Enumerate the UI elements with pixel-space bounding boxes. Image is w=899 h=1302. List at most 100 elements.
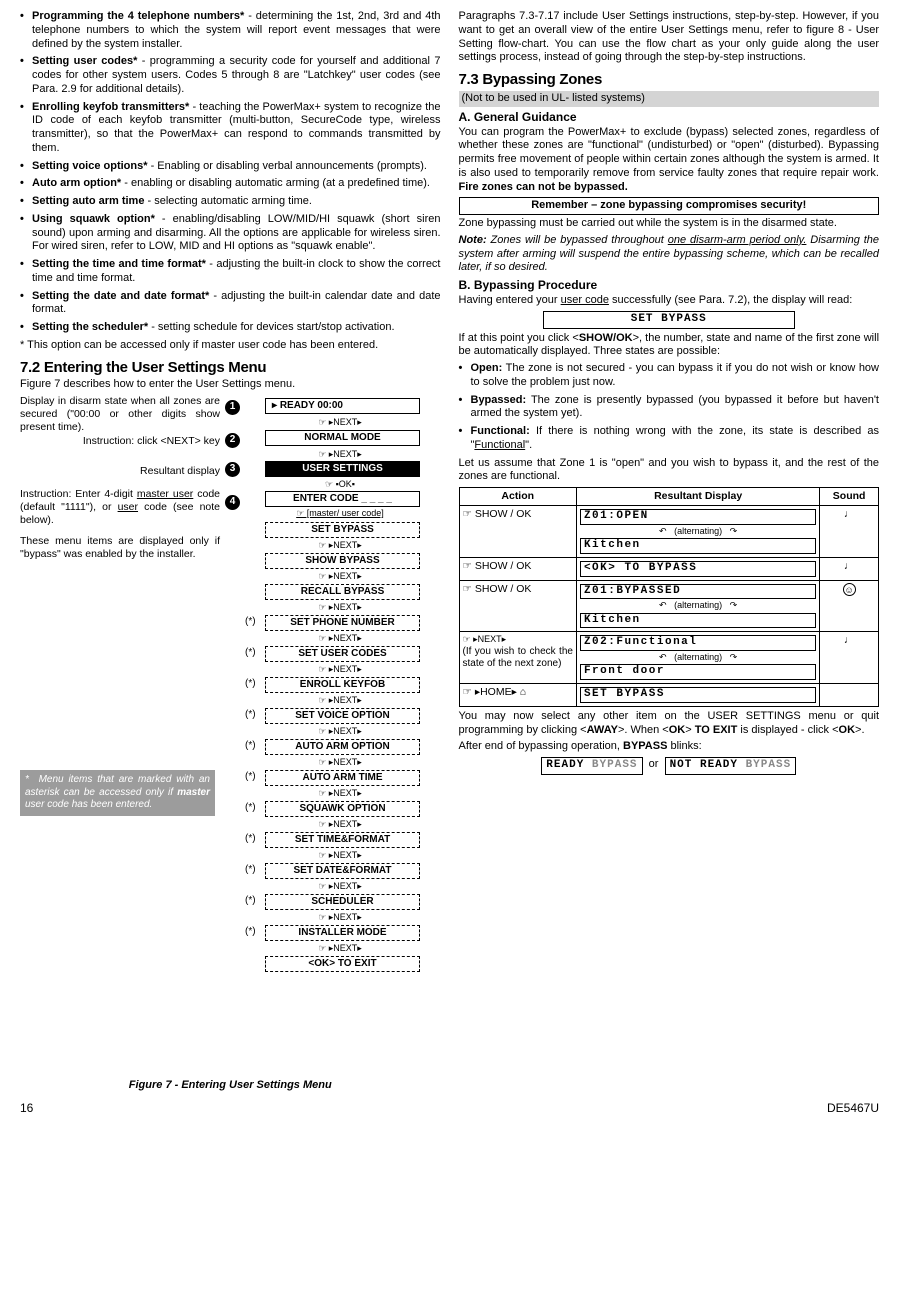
heading-B: B. Bypassing Procedure [459, 278, 880, 293]
arrow-next-7: ☞ ▸NEXT▸ [250, 602, 430, 613]
p-B-3: Let us assume that Zone 1 is "open" and … [459, 457, 880, 485]
options-list: Programming the 4 telephone numbers* - d… [20, 10, 441, 335]
node-squawk: SQUAWK OPTION [265, 801, 420, 817]
fig7-label-5: These menu items are displayed only if "… [20, 535, 220, 561]
page-footer: 16 DE5467U [20, 1101, 879, 1116]
opt-squawk: Using squawk option* - enabling/disablin… [20, 213, 441, 254]
alt-1: ↶ (alternating) ↷ [580, 526, 816, 537]
star-14: (*) [245, 802, 256, 815]
or-text: or [649, 758, 659, 770]
p-B-4: You may now select any other item on the… [459, 710, 880, 738]
node-autoarmtime: AUTO ARM TIME [265, 770, 420, 786]
disp-cell-3: Z01:BYPASSED ↶ (alternating) ↷ Kitchen [576, 580, 819, 632]
p-intro-right: Paragraphs 7.3-7.17 include User Setting… [459, 10, 880, 65]
node-voice: SET VOICE OPTION [265, 708, 420, 724]
alt-4: ↶ (alternating) ↷ [580, 652, 816, 663]
smile-icon: ☺ [843, 583, 856, 596]
disp-set-bypass-wrap: SET BYPASS [459, 311, 880, 329]
arrow-next-1: ☞ ▸NEXT▸ [250, 417, 430, 428]
node-usercodes: SET USER CODES [265, 646, 420, 662]
sound-1: ♩ [820, 506, 879, 558]
opt-keyfob: Enrolling keyfob transmitters* - teachin… [20, 101, 441, 156]
star-8: (*) [245, 616, 256, 629]
blink-row: READY BYPASS or NOT READY BYPASS [459, 757, 880, 775]
star-13: (*) [245, 771, 256, 784]
opt-phone: Programming the 4 telephone numbers* - d… [20, 10, 441, 51]
arrow-next-8: ☞ ▸NEXT▸ [250, 633, 430, 644]
node-entercode: ENTER CODE _ _ _ _ [265, 491, 420, 507]
sound-5 [820, 684, 879, 707]
arrow-next-10: ☞ ▸NEXT▸ [250, 695, 430, 706]
arrow-mastercode: ☞ [master/ user code] [250, 508, 430, 519]
node-ready: ▸ READY 00:00 [265, 398, 420, 414]
page-number: 16 [20, 1101, 33, 1116]
action-home: ☞ ▸HOME▸ ⌂ [459, 684, 576, 707]
arrow-next-12: ☞ ▸NEXT▸ [250, 757, 430, 768]
star-17: (*) [245, 895, 256, 908]
lcd-ready-bypass: READY BYPASS [541, 757, 642, 775]
doc-code: DE5467U [827, 1101, 879, 1116]
star-9: (*) [245, 647, 256, 660]
p-7-2-intro: Figure 7 describes how to enter the User… [20, 378, 441, 392]
star-10: (*) [245, 678, 256, 691]
node-usersettings: USER SETTINGS [265, 461, 420, 477]
node-timefmt: SET TIME&FORMAT [265, 832, 420, 848]
th-sound: Sound [820, 488, 879, 506]
heading-A: A. General Guidance [459, 110, 880, 125]
table-header-row: Action Resultant Display Sound [459, 488, 879, 506]
arrow-next-11: ☞ ▸NEXT▸ [250, 726, 430, 737]
action-show-2: ☞ SHOW / OK [459, 557, 576, 580]
step-1-icon: 1 [225, 400, 240, 415]
states-list: Open: The zone is not secured - you can … [459, 362, 880, 453]
heading-7-2: 7.2 Entering the User Settings Menu [20, 359, 441, 378]
table-row: ☞ ▸HOME▸ ⌂ SET BYPASS [459, 684, 879, 707]
sound-3: ☺ [820, 580, 879, 632]
note-A: Note: Zones will be bypassed throughout … [459, 234, 880, 275]
lcd-frontdoor: Front door [580, 664, 816, 680]
sound-4: ♩ [820, 632, 879, 684]
table-row: ☞ ▸NEXT▸ (If you wish to check the state… [459, 632, 879, 684]
star-12: (*) [245, 740, 256, 753]
opt-scheduler: Setting the scheduler* - setting schedul… [20, 321, 441, 335]
table-row: ☞ SHOW / OK Z01:OPEN ↶ (alternating) ↷ K… [459, 506, 879, 558]
th-action: Action [459, 488, 576, 506]
node-phone: SET PHONE NUMBER [265, 615, 420, 631]
node-keyfob: ENROLL KEYFOB [265, 677, 420, 693]
star-15: (*) [245, 833, 256, 846]
step-3-icon: 3 [225, 462, 240, 477]
node-scheduler: SCHEDULER [265, 894, 420, 910]
table-row: ☞ SHOW / OK <OK> TO BYPASS ♩ [459, 557, 879, 580]
lcd-notready-bypass: NOT READY BYPASS [665, 757, 797, 775]
star-16: (*) [245, 864, 256, 877]
action-show-1: ☞ SHOW / OK [459, 506, 576, 558]
figure-7: Display in disarm state when all zones a… [20, 395, 441, 1075]
p-B-2: If at this point you click <SHOW/OK>, th… [459, 332, 880, 360]
arrow-next-2: ☞ ▸NEXT▸ [250, 449, 430, 460]
arrow-next-18: ☞ ▸NEXT▸ [250, 943, 430, 954]
opt-usercodes: Setting user codes* - programming a secu… [20, 55, 441, 96]
p-A-body: You can program the PowerMax+ to exclude… [459, 126, 880, 195]
ul-caution: (Not to be used in UL- listed systems) [459, 91, 880, 107]
fig7-label-1: Display in disarm state when all zones a… [20, 395, 220, 434]
state-open: Open: The zone is not secured - you can … [459, 362, 880, 390]
state-bypassed: Bypassed: The zone is presently bypassed… [459, 394, 880, 422]
node-showbypass: SHOW BYPASS [265, 553, 420, 569]
opt-autoarmtime: Setting auto arm time - selecting automa… [20, 195, 441, 209]
fig7-label-3: Resultant display [20, 465, 220, 478]
node-installer: INSTALLER MODE [265, 925, 420, 941]
opt-date: Setting the date and date format* - adju… [20, 290, 441, 318]
fig7-label-4: Instruction: Enter 4-digit master user c… [20, 488, 220, 527]
remember-box: Remember – zone bypassing compromises se… [459, 197, 880, 215]
disp-cell-1: Z01:OPEN ↶ (alternating) ↷ Kitchen [576, 506, 819, 558]
lcd-z01-bypassed: Z01:BYPASSED [580, 584, 816, 600]
arrow-next-9: ☞ ▸NEXT▸ [250, 664, 430, 675]
arrow-next-13: ☞ ▸NEXT▸ [250, 788, 430, 799]
arrow-ok: ☞ ▪OK▪ [250, 479, 430, 490]
alt-3: ↶ (alternating) ↷ [580, 600, 816, 611]
p-A-3: Zone bypassing must be carried out while… [459, 217, 880, 231]
table-row: ☞ SHOW / OK Z01:BYPASSED ↶ (alternating)… [459, 580, 879, 632]
opt-voice: Setting voice options* - Enabling or dis… [20, 160, 441, 174]
disp-cell-5: SET BYPASS [576, 684, 819, 707]
node-normal: NORMAL MODE [265, 430, 420, 446]
lcd-ok-bypass: <OK> TO BYPASS [580, 561, 816, 577]
